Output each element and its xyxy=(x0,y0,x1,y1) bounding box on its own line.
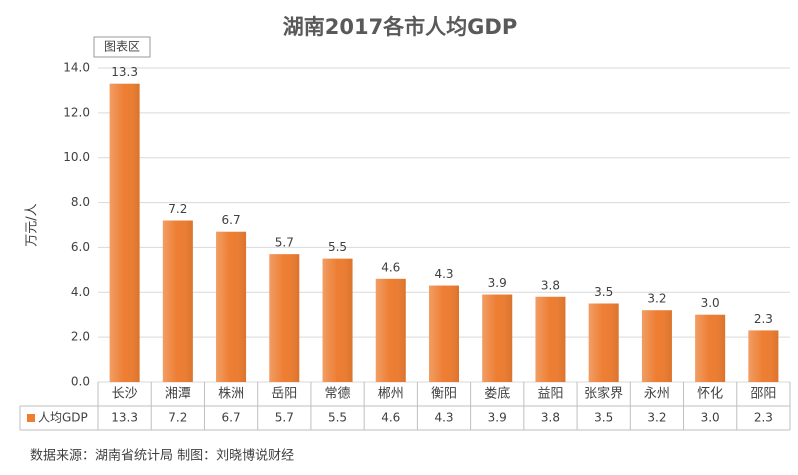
bar-shade xyxy=(535,296,566,382)
y-tick-label: 14.0 xyxy=(63,61,90,75)
data-label: 13.3 xyxy=(111,65,138,79)
chart-title: 湖南2017各市人均GDP xyxy=(283,15,518,39)
data-label: 4.6 xyxy=(381,260,400,274)
x-tick-label: 张家界 xyxy=(584,386,623,402)
y-tick-label: 8.0 xyxy=(71,195,90,209)
table-value: 2.3 xyxy=(754,411,773,425)
table-value: 4.6 xyxy=(381,411,400,425)
data-label: 3.8 xyxy=(541,278,560,292)
bar-shade xyxy=(588,303,619,382)
bar-shade xyxy=(695,314,726,382)
data-label: 3.0 xyxy=(701,296,720,310)
data-label: 5.5 xyxy=(328,240,347,254)
table-value: 7.2 xyxy=(168,411,187,425)
data-label: 2.3 xyxy=(754,312,773,326)
legend-key xyxy=(27,414,35,422)
x-tick-label: 郴州 xyxy=(378,387,404,402)
x-tick-label: 怀化 xyxy=(697,387,723,402)
table-value: 5.5 xyxy=(328,411,347,425)
x-tick-label: 益阳 xyxy=(537,387,563,402)
table-value: 4.3 xyxy=(434,411,453,425)
x-tick-label: 永州 xyxy=(644,387,670,402)
table-value: 3.0 xyxy=(701,411,720,425)
tooltip-box xyxy=(93,36,151,58)
y-tick-label: 0.0 xyxy=(71,375,90,389)
bar-shade xyxy=(162,220,193,382)
bar-shade xyxy=(216,231,247,382)
bar-shade xyxy=(269,254,300,382)
table-value: 6.7 xyxy=(222,411,241,425)
x-tick-label: 湘潭 xyxy=(165,387,191,402)
data-label: 4.3 xyxy=(434,267,453,281)
y-tick-label: 12.0 xyxy=(63,105,90,119)
source-note: 数据来源：湖南省统计局 制图：刘晓博说财经 xyxy=(30,448,294,464)
table-value: 5.7 xyxy=(275,411,294,425)
y-tick-label: 6.0 xyxy=(71,240,90,254)
bar-shade xyxy=(429,285,459,382)
legend-label: 人均GDP xyxy=(38,411,88,425)
x-tick-label: 岳阳 xyxy=(271,387,297,402)
bar-shade xyxy=(482,294,513,382)
tooltip: 图表区 xyxy=(104,40,140,54)
y-axis-label: 万元/人 xyxy=(25,203,40,246)
data-label: 3.5 xyxy=(594,285,613,299)
data-label: 3.9 xyxy=(488,276,507,290)
table-value: 13.3 xyxy=(111,411,138,425)
x-tick-label: 常德 xyxy=(325,387,351,402)
x-tick-label: 衡阳 xyxy=(431,387,457,402)
y-tick-label: 2.0 xyxy=(71,330,90,344)
table-value: 3.2 xyxy=(647,411,666,425)
table-value: 3.5 xyxy=(594,411,613,425)
table-value: 3.8 xyxy=(541,411,560,425)
data-label: 5.7 xyxy=(275,236,294,250)
x-tick-label: 娄底 xyxy=(484,386,510,402)
x-tick-label: 长沙 xyxy=(112,387,138,402)
y-tick-label: 10.0 xyxy=(63,150,90,164)
bar-shade xyxy=(322,258,353,382)
data-label: 7.2 xyxy=(168,202,187,216)
bar-shade xyxy=(375,278,406,382)
bar-shade xyxy=(641,310,672,382)
x-tick-label: 株洲 xyxy=(218,387,244,402)
x-tick-label: 邵阳 xyxy=(750,387,776,402)
bar-shade xyxy=(109,83,140,382)
table-value: 3.9 xyxy=(488,411,507,425)
y-tick-label: 4.0 xyxy=(71,285,90,299)
data-label: 6.7 xyxy=(222,213,241,227)
data-label: 3.2 xyxy=(647,292,666,306)
bar-shade xyxy=(748,330,779,382)
